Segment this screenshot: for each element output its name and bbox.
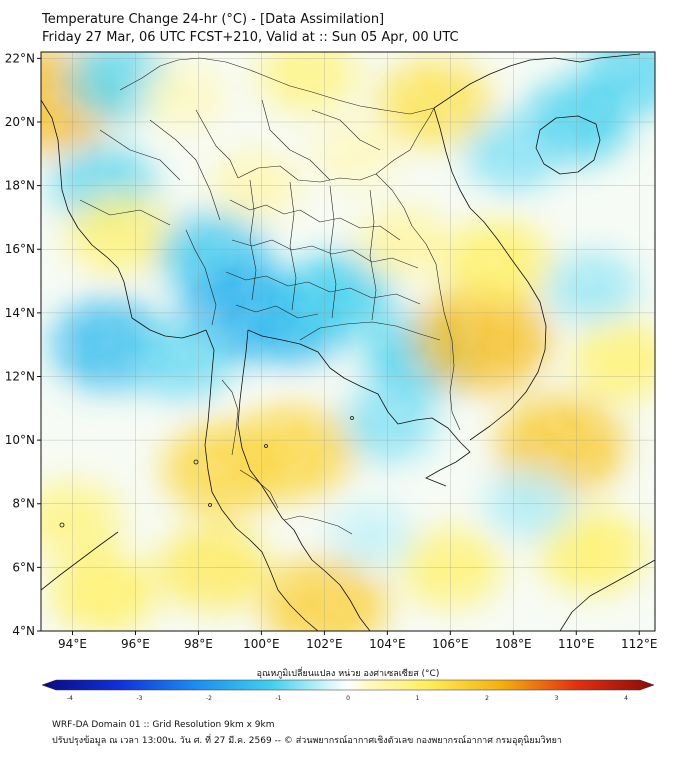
lon-tick-label: 94°E <box>58 637 87 651</box>
lat-tick-label: 14°N <box>5 306 35 320</box>
province-lines-8 <box>369 189 377 321</box>
coastline-andaman <box>204 329 319 631</box>
province-lines-6 <box>289 181 297 311</box>
colorbar-tick-label: -3 <box>137 695 143 702</box>
lat-tick-label: 18°N <box>5 179 35 193</box>
lon-tick-label: 96°E <box>121 637 150 651</box>
map-title: Temperature Change 24-hr (°C) - [Data As… <box>42 12 385 27</box>
border-laos-vietnam <box>375 107 435 175</box>
colorbar-tick-label: -4 <box>67 695 73 702</box>
coastline-sumatra <box>41 531 119 591</box>
longitude-axis: 94°E 96°E 98°E 100°E 102°E 104°E 106°E 108°E 110… <box>58 631 658 651</box>
lon-tick-label: 106°E <box>432 637 469 651</box>
lat-tick-label: 4°N <box>12 624 35 638</box>
province-lines-13 <box>261 99 331 181</box>
coastline-west <box>41 99 207 339</box>
province-lines-9 <box>221 379 239 456</box>
island-5 <box>350 416 354 420</box>
lat-tick-label: 16°N <box>5 242 35 256</box>
lat-tick-label: 6°N <box>12 560 35 574</box>
province-lines-10 <box>149 119 221 221</box>
colorbar-tick-label: -1 <box>276 695 282 702</box>
border-cambodia-vietnam <box>443 311 461 431</box>
island-4 <box>264 444 268 448</box>
island-2 <box>193 459 199 465</box>
province-lines-5 <box>249 179 257 301</box>
colorbar: อุณหภูมิเปลี่ยนแปลง หน่วย องศาเซลเซียส (… <box>41 666 655 702</box>
lat-tick-label: 20°N <box>5 115 35 129</box>
colorbar-title: อุณหภูมิเปลี่ยนแปลง หน่วย องศาเซลเซียส (… <box>257 666 440 679</box>
colorbar-ticks: -4 -3 -2 -1 0 1 2 3 4 <box>67 695 628 702</box>
province-lines-15 <box>239 469 279 509</box>
border-thai-cambodia <box>299 321 441 341</box>
island-3 <box>208 503 212 507</box>
coastline-vietnam <box>433 107 547 441</box>
province-borders <box>79 57 461 535</box>
colorbar-tick-label: 3 <box>555 695 559 702</box>
province-lines-3 <box>225 271 421 305</box>
lon-tick-label: 110°E <box>558 637 595 651</box>
lat-tick-label: 22°N <box>5 51 35 65</box>
border-myanmar-china <box>119 57 435 115</box>
province-lines-4 <box>235 304 319 319</box>
colorbar-tick-label: 1 <box>416 695 420 702</box>
hainan-island <box>535 115 601 175</box>
latitude-axis: 4°N 6°N 8°N 10°N 12°N 14°N 16°N 18°N 20°N 22°N <box>5 51 41 638</box>
map-subtitle: Friday 27 Mar, 06 UTC FCST+210, Valid at… <box>42 30 459 45</box>
map-frame <box>40 51 656 632</box>
colorbar-tick-label: 2 <box>485 695 489 702</box>
colorbar-tick-label: -2 <box>206 695 212 702</box>
lon-tick-label: 98°E <box>184 637 213 651</box>
lon-tick-label: 112°E <box>621 637 658 651</box>
border-thai-myanmar <box>185 229 217 326</box>
province-lines-12 <box>99 129 181 181</box>
temperature-field <box>41 52 655 631</box>
lat-tick-label: 8°N <box>12 497 35 511</box>
border-malaysia <box>283 515 353 535</box>
lat-tick-label: 10°N <box>5 433 35 447</box>
coastlines-and-borders <box>41 53 655 631</box>
lon-tick-label: 100°E <box>243 637 280 651</box>
coastline-gulf-east <box>247 329 471 487</box>
colorbar-gradient <box>41 679 655 691</box>
province-lines-14 <box>311 109 381 151</box>
field-texture <box>41 52 655 631</box>
coastline-borneo <box>559 559 655 631</box>
lon-tick-label: 104°E <box>369 637 406 651</box>
lon-tick-label: 108°E <box>495 637 532 651</box>
lat-lon-grid <box>41 52 655 631</box>
model-info-text: WRF-DA Domain 01 :: Grid Resolution 9km … <box>52 720 275 730</box>
border-myanmar-laos <box>195 109 239 179</box>
province-lines-2 <box>231 239 419 269</box>
coastline-tonkin <box>433 53 641 109</box>
province-lines-1 <box>229 199 401 241</box>
colorbar-tick-label: 0 <box>346 695 350 702</box>
lon-tick-label: 102°E <box>306 637 343 651</box>
lat-tick-label: 12°N <box>5 369 35 383</box>
update-credit-text: ปรับปรุงข้อมูล ณ เวลา 13:00น. วัน ศ. ที่… <box>52 736 562 746</box>
colorbar-tick-label: 4 <box>624 695 628 702</box>
province-lines-7 <box>329 185 337 319</box>
coastline-gulf-west <box>237 329 371 631</box>
province-lines-11 <box>79 199 171 226</box>
island-1 <box>59 522 65 528</box>
